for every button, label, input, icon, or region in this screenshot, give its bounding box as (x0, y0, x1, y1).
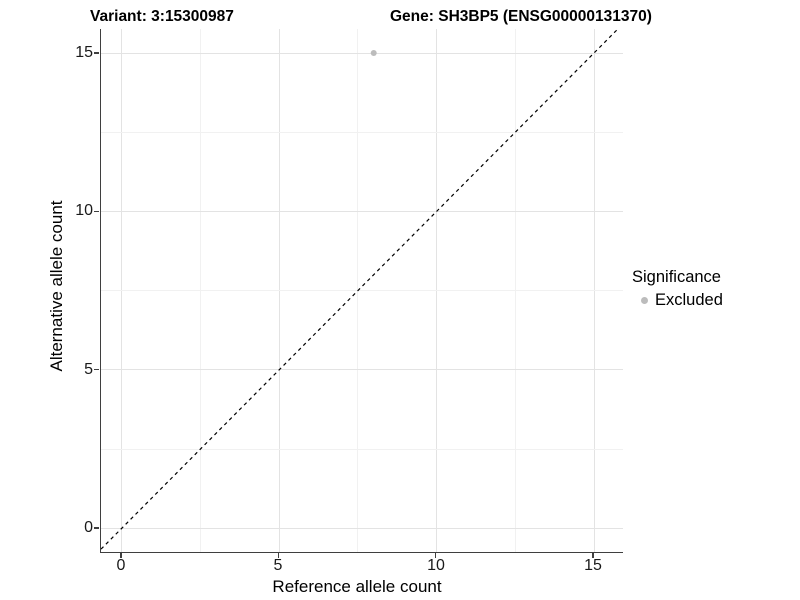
plot-panel (100, 29, 623, 553)
x-axis-title: Reference allele count (272, 577, 442, 596)
x-tick-mark (120, 553, 122, 558)
legend-point-swatch (641, 296, 648, 304)
identity-dashed-line (101, 29, 619, 550)
x-tick-mark (592, 553, 594, 558)
legend-item-excluded: Excluded (632, 290, 723, 310)
data-point (370, 49, 377, 56)
legend-title: Significance (632, 268, 721, 286)
gridline (101, 53, 623, 54)
y-tick-label: 15 (75, 44, 93, 61)
y-tick-label: 10 (75, 202, 93, 219)
legend-item-label: Excluded (655, 290, 723, 309)
plot-title-gene: Gene: SH3BP5 (ENSG00000131370) (390, 8, 652, 25)
y-tick-mark (94, 210, 99, 212)
gridline (101, 528, 623, 529)
y-tick-mark (94, 369, 99, 371)
y-tick-label: 0 (84, 519, 93, 536)
x-tick-mark (277, 553, 279, 558)
y-tick-label: 5 (84, 361, 93, 378)
plot-svg (101, 29, 619, 550)
y-tick-mark (94, 527, 99, 529)
x-tick-mark (435, 553, 437, 558)
legend: Significance Excluded (632, 267, 723, 310)
x-tick-label: 5 (273, 557, 283, 574)
gridline (101, 132, 623, 133)
gridline (101, 369, 623, 370)
y-tick-mark (94, 52, 99, 54)
x-tick-label: 15 (584, 557, 602, 574)
y-axis-title: Alternative allele count (47, 200, 66, 372)
gridline (101, 211, 623, 212)
x-tick-label: 10 (427, 557, 445, 574)
gridline (101, 449, 623, 450)
x-tick-label: 0 (116, 557, 126, 574)
plot-title-variant: Variant: 3:15300987 (90, 8, 234, 25)
gridline (101, 290, 623, 291)
